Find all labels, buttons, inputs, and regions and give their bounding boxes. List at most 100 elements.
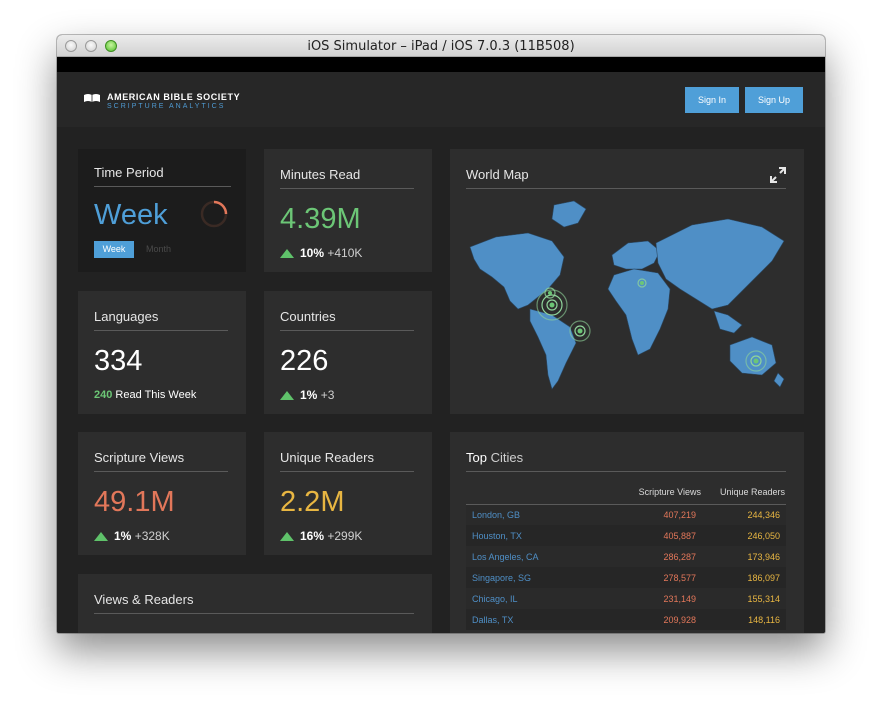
card-title: World Map [466, 167, 529, 182]
window-titlebar: iOS Simulator – iPad / iOS 7.0.3 (11B508… [57, 35, 825, 57]
column-header-unique-readers[interactable]: Unique Readers [702, 480, 786, 505]
change-percent: 1% [300, 388, 318, 402]
unique-readers-change: 16% +299K [280, 529, 362, 543]
minutes-read-value: 4.39M [280, 203, 361, 235]
close-window-button[interactable] [65, 40, 77, 52]
world-map[interactable] [466, 197, 786, 392]
divider [94, 330, 228, 331]
week-option[interactable]: Week [94, 241, 134, 258]
city-name: Los Angeles, CA [466, 546, 602, 567]
minimize-window-button[interactable] [85, 40, 97, 52]
scripture-views-cell: 286,287 [602, 546, 702, 567]
divider [94, 471, 228, 472]
city-name: Chicago, IL [466, 588, 602, 609]
divider [466, 471, 786, 472]
scripture-views-value: 49.1M [94, 486, 175, 518]
divider [94, 186, 231, 187]
card-title: Unique Readers [280, 450, 374, 465]
countries-card: Countries 226 1% +3 [264, 291, 432, 414]
city-name: Dallas, TX [466, 609, 602, 630]
unique-readers-cell: 148,116 [702, 609, 786, 630]
column-header-city [466, 480, 602, 505]
scripture-views-card: Scripture Views 49.1M 1% +328K [78, 432, 246, 555]
top-cities-card: Top Cities Scripture Views Unique Reader… [450, 432, 804, 633]
unique-readers-cell: 186,097 [702, 567, 786, 588]
table-row[interactable]: Houston, TX 405,887 246,050 [466, 525, 786, 546]
app-header: AMERICAN BIBLE SOCIETY SCRIPTURE ANALYTI… [57, 72, 825, 127]
table-row[interactable]: Chicago, IL 231,149 155,314 [466, 588, 786, 609]
scripture-views-cell: 278,577 [602, 567, 702, 588]
unique-readers-cell: 246,050 [702, 525, 786, 546]
scripture-views-cell: 407,219 [602, 504, 702, 525]
views-readers-card: Views & Readers [78, 574, 432, 633]
title-bold: Top [466, 450, 487, 465]
top-cities-table: Scripture Views Unique Readers London, G… [466, 480, 786, 630]
card-title: Top Cities [466, 450, 523, 465]
minutes-read-change: 10% +410K [280, 246, 362, 260]
countries-value: 226 [280, 345, 329, 377]
change-absolute: +328K [134, 529, 170, 543]
change-percent: 10% [300, 246, 325, 260]
scripture-views-cell: 209,928 [602, 609, 702, 630]
languages-value: 334 [94, 345, 143, 377]
table-row[interactable]: Dallas, TX 209,928 148,116 [466, 609, 786, 630]
unique-readers-cell: 244,346 [702, 504, 786, 525]
brand-subtitle: SCRIPTURE ANALYTICS [107, 103, 226, 110]
unique-readers-cell: 155,314 [702, 588, 786, 609]
sign-in-button[interactable]: Sign In [685, 87, 739, 113]
unique-readers-card: Unique Readers 2.2M 16% +299K [264, 432, 432, 555]
up-arrow-icon [280, 391, 294, 400]
table-row[interactable]: London, GB 407,219 244,346 [466, 504, 786, 525]
scripture-views-cell: 405,887 [602, 525, 702, 546]
unique-readers-value: 2.2M [280, 486, 345, 518]
languages-subtext: 240 Read This Week [94, 389, 196, 401]
dashboard: Time Period Week Week Month Minutes Read… [57, 127, 825, 633]
sign-up-button[interactable]: Sign Up [745, 87, 803, 113]
read-this-week-label: Read This Week [115, 389, 197, 401]
title-rest: Cities [486, 450, 524, 465]
read-this-week-count: 240 [94, 389, 113, 401]
divider [466, 188, 786, 189]
expand-icon[interactable] [770, 167, 786, 183]
change-absolute: +299K [327, 529, 363, 543]
divider [280, 330, 414, 331]
column-header-scripture-views[interactable]: Scripture Views [602, 480, 702, 505]
simulator-window: iOS Simulator – iPad / iOS 7.0.3 (11B508… [57, 35, 825, 633]
card-title: Time Period [94, 165, 164, 180]
time-period-card: Time Period Week Week Month [78, 149, 246, 272]
up-arrow-icon [280, 249, 294, 258]
divider [280, 471, 414, 472]
card-title: Scripture Views [94, 450, 185, 465]
window-title: iOS Simulator – iPad / iOS 7.0.3 (11B508… [307, 39, 575, 54]
card-title: Minutes Read [280, 167, 361, 182]
minutes-read-card: Minutes Read 4.39M 10% +410K [264, 149, 432, 272]
divider [94, 613, 414, 614]
table-row[interactable]: Singapore, SG 278,577 186,097 [466, 567, 786, 588]
time-period-value: Week [94, 199, 168, 231]
city-name: London, GB [466, 504, 602, 525]
world-map-card: World Map [450, 149, 804, 414]
scripture-views-cell: 231,149 [602, 588, 702, 609]
change-absolute: +3 [320, 388, 335, 402]
scripture-views-change: 1% +328K [94, 529, 170, 543]
month-option[interactable]: Month [146, 244, 172, 254]
divider [280, 188, 414, 189]
loading-spinner-icon [200, 200, 228, 228]
table-row[interactable]: Los Angeles, CA 286,287 173,946 [466, 546, 786, 567]
up-arrow-icon [280, 532, 294, 541]
up-arrow-icon [94, 532, 108, 541]
card-title: Languages [94, 309, 159, 324]
card-title: Views & Readers [94, 592, 194, 607]
card-title: Countries [280, 309, 336, 324]
city-name: Houston, TX [466, 525, 602, 546]
languages-card: Languages 334 240 Read This Week [78, 291, 246, 414]
bible-logo-icon [84, 94, 100, 102]
change-percent: 16% [300, 529, 325, 543]
zoom-window-button[interactable] [105, 40, 117, 52]
city-name: Singapore, SG [466, 567, 602, 588]
ios-status-bar [57, 57, 825, 72]
unique-readers-cell: 173,946 [702, 546, 786, 567]
brand-name: AMERICAN BIBLE SOCIETY [107, 92, 241, 102]
change-percent: 1% [114, 529, 132, 543]
change-absolute: +410K [327, 246, 363, 260]
